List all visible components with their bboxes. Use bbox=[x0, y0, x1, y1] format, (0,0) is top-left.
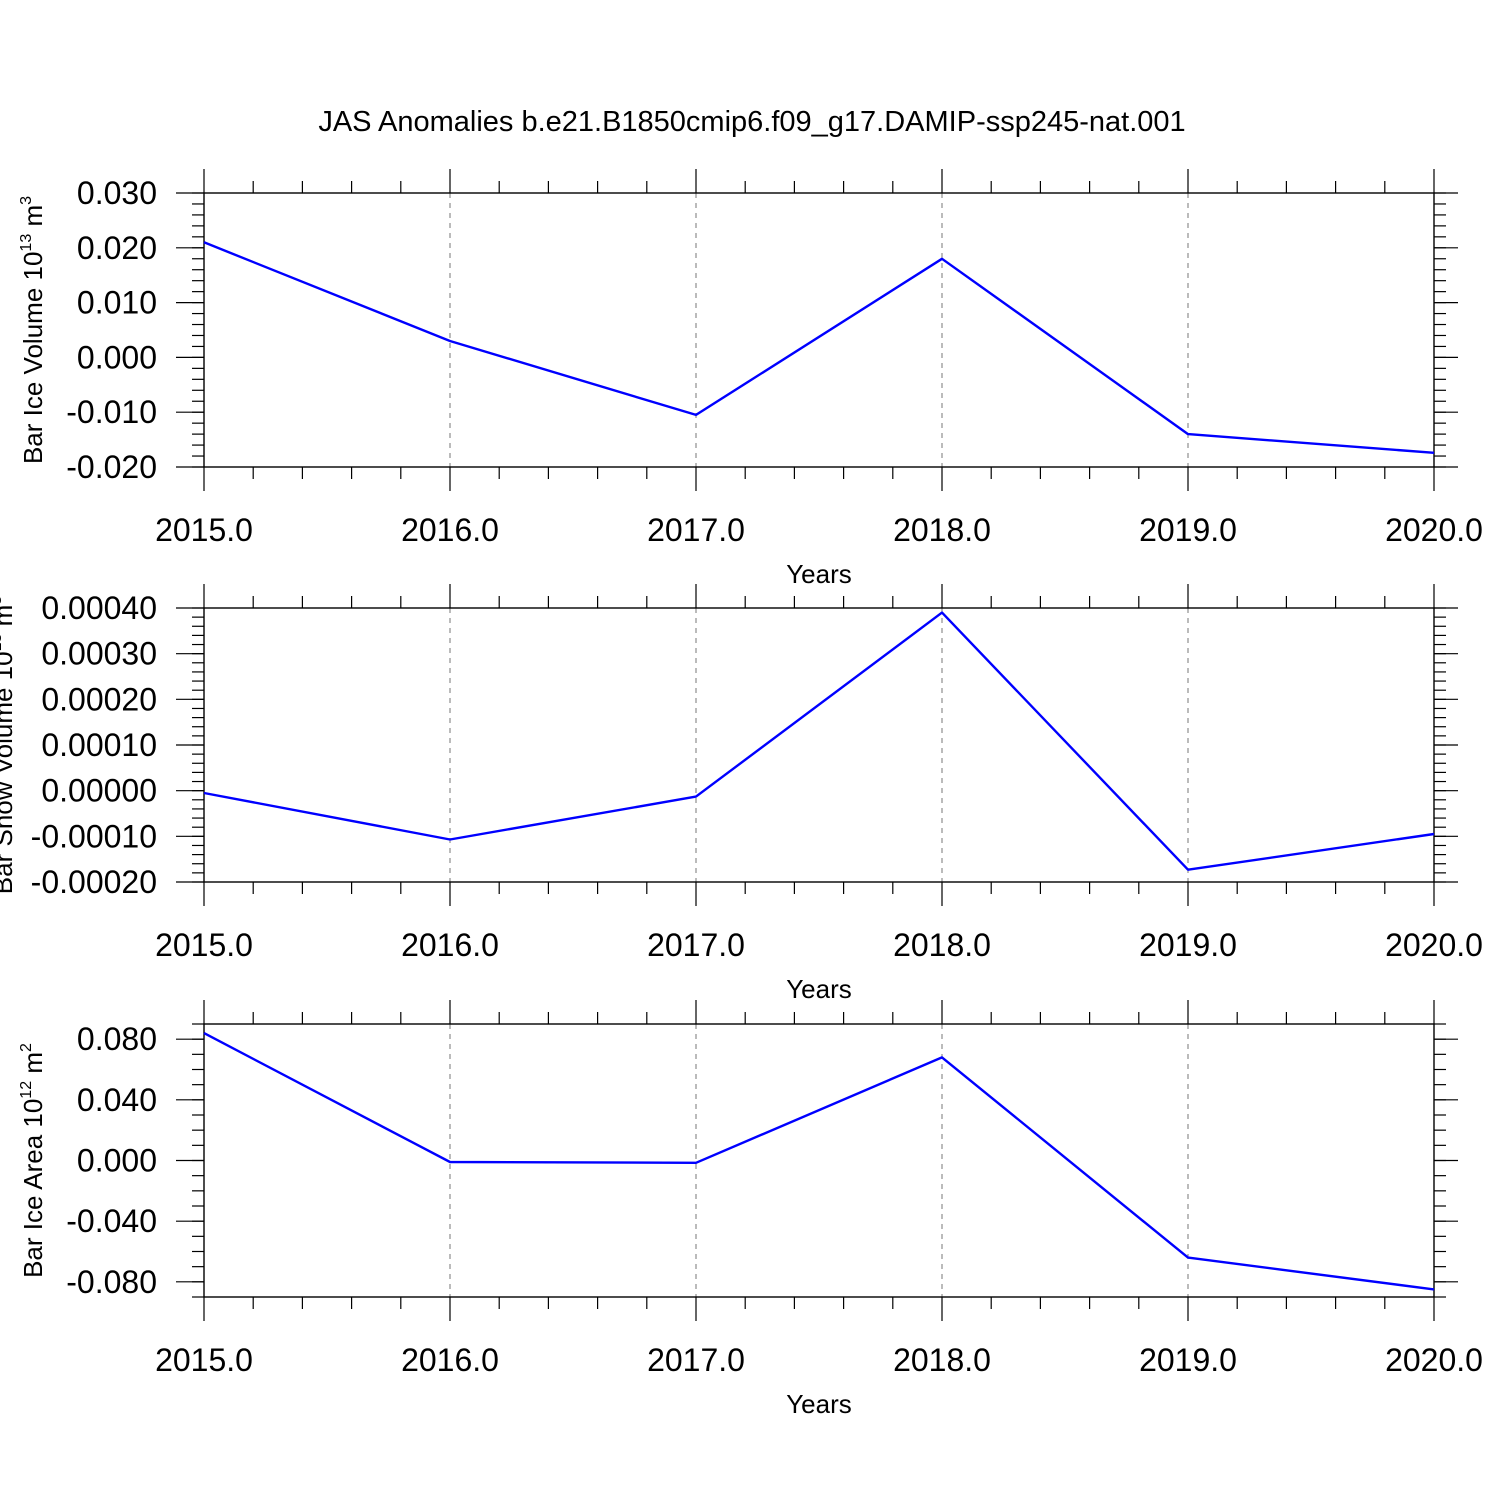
series-line bbox=[203, 241, 1435, 454]
y-tick-label: -0.00010 bbox=[31, 818, 157, 854]
x-tick-label: 2015.0 bbox=[155, 512, 253, 548]
x-tick-label: 2018.0 bbox=[893, 512, 991, 548]
series-line bbox=[203, 1032, 1435, 1291]
y-tick-label: 0.000 bbox=[77, 1143, 157, 1179]
plot-frame bbox=[203, 192, 1435, 468]
x-tick-label: 2016.0 bbox=[401, 512, 499, 548]
series-line bbox=[203, 611, 1435, 871]
y-tick-label: -0.010 bbox=[66, 394, 157, 430]
y-tick-label: 0.00000 bbox=[41, 773, 157, 809]
x-tick-label: 2016.0 bbox=[401, 927, 499, 963]
plot-frame bbox=[203, 1023, 1435, 1298]
x-axis-label: Years bbox=[786, 1389, 852, 1419]
x-axis-label: Years bbox=[786, 559, 852, 589]
x-tick-label: 2018.0 bbox=[893, 1342, 991, 1378]
x-tick-label: 2017.0 bbox=[647, 1342, 745, 1378]
x-tick-label: 2019.0 bbox=[1139, 1342, 1237, 1378]
y-tick-label: -0.040 bbox=[66, 1203, 157, 1239]
y-axis-label: Bar Snow Volume 1013 m3 bbox=[0, 596, 18, 895]
x-tick-label: 2019.0 bbox=[1139, 512, 1237, 548]
panel-ice-area: 2015.0 2016.0 2017.0 2018.0 2019.0 2020.0 -0.0… bbox=[18, 1000, 1483, 1419]
x-tick-label: 2020.0 bbox=[1385, 512, 1483, 548]
y-tick-label: -0.020 bbox=[66, 449, 157, 485]
y-tick-label: 0.020 bbox=[77, 230, 157, 266]
x-axis-label: Years bbox=[786, 974, 852, 1004]
x-tick-label: 2020.0 bbox=[1385, 1342, 1483, 1378]
panel-snow-volume: 2015.0 2016.0 2017.0 2018.0 2019.0 2020.0 -0.0… bbox=[0, 584, 1483, 1004]
y-tick-label: 0.010 bbox=[77, 285, 157, 321]
x-tick-label: 2018.0 bbox=[893, 927, 991, 963]
y-tick-label: 0.00030 bbox=[41, 636, 157, 672]
x-tick-label: 2016.0 bbox=[401, 1342, 499, 1378]
y-tick-label: -0.00020 bbox=[31, 864, 157, 900]
x-tick-label: 2017.0 bbox=[647, 927, 745, 963]
y-tick-label: 0.00020 bbox=[41, 681, 157, 717]
y-tick-label: 0.030 bbox=[77, 175, 157, 211]
y-tick-label: 0.080 bbox=[77, 1021, 157, 1057]
y-axis-label: Bar Ice Area 1012 m2 bbox=[18, 1043, 48, 1278]
x-tick-label: 2020.0 bbox=[1385, 927, 1483, 963]
y-tick-label: 0.00040 bbox=[41, 590, 157, 626]
figure-title: JAS Anomalies b.e21.B1850cmip6.f09_g17.D… bbox=[318, 106, 1185, 138]
plot-frame bbox=[203, 607, 1435, 883]
x-tick-label: 2015.0 bbox=[155, 927, 253, 963]
x-tick-label: 2015.0 bbox=[155, 1342, 253, 1378]
y-axis-label: Bar Ice Volume 1013 m3 bbox=[18, 196, 48, 464]
y-tick-label: -0.080 bbox=[66, 1264, 157, 1300]
y-tick-label: 0.040 bbox=[77, 1082, 157, 1118]
y-tick-label: 0.000 bbox=[77, 339, 157, 375]
x-tick-label: 2017.0 bbox=[647, 512, 745, 548]
panel-ice-volume: 2015.0 2016.0 2017.0 2018.0 2019.0 2020.0 -0.0… bbox=[18, 169, 1483, 589]
x-tick-label: 2019.0 bbox=[1139, 927, 1237, 963]
y-tick-label: 0.00010 bbox=[41, 727, 157, 763]
